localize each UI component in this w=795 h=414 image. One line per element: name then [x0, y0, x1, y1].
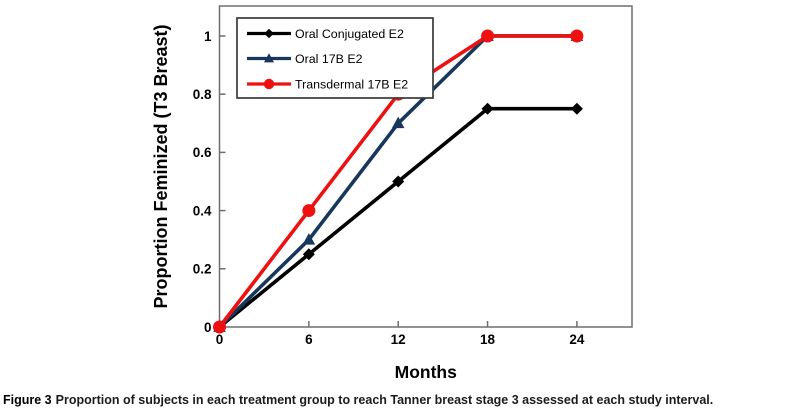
- legend: Oral Conjugated E2 Oral 17B E2 Transdermal…: [236, 17, 434, 99]
- legend-entry: Oral Conjugated E2: [247, 27, 404, 41]
- y-tick-label: 0.2: [193, 262, 212, 277]
- x-tick-label: 24: [569, 332, 585, 347]
- x-tick-label: 0: [216, 332, 224, 347]
- y-tick-label: 1: [204, 29, 212, 44]
- triangle-marker: [263, 53, 275, 63]
- legend-entry-label: Oral Conjugated E2: [295, 27, 404, 41]
- triangle-marker: [391, 116, 405, 129]
- figure-caption-label: Figure 3: [3, 393, 52, 407]
- figure-caption-text: Proportion of subjects in each treatment…: [55, 393, 714, 407]
- x-tick-label: 12: [391, 332, 406, 347]
- y-tick-label: 0.4: [193, 203, 212, 218]
- line-chart: 0 6 12 18 24 0 0.2 0.4 0.6 0.8 1 Oral Conjugated E2…: [151, 5, 633, 382]
- diamond-marker: [264, 28, 274, 39]
- diamond-marker: [570, 102, 583, 115]
- x-tick-label: 6: [305, 332, 313, 347]
- y-tick-label: 0.8: [193, 87, 212, 102]
- legend-entry-label: Oral 17B E2: [295, 52, 363, 66]
- legend-entry: Transdermal 17B E2: [247, 77, 408, 91]
- circle-marker: [263, 78, 275, 90]
- legend-entry-label: Transdermal 17B E2: [295, 77, 408, 91]
- diamond-marker: [392, 175, 405, 188]
- x-axis-title: Months: [395, 362, 457, 382]
- circle-marker: [481, 29, 495, 43]
- x-tick-label: 18: [480, 332, 496, 347]
- circle-marker: [302, 204, 316, 218]
- diamond-marker: [481, 102, 494, 115]
- diamond-marker: [302, 248, 315, 261]
- triangle-marker: [302, 233, 316, 245]
- circle-marker: [213, 320, 226, 334]
- circle-marker: [570, 29, 584, 43]
- y-tick-label: 0: [204, 320, 212, 335]
- y-tick-label: 0.6: [193, 145, 212, 160]
- legend-entry: Oral 17B E2: [247, 52, 363, 66]
- figure-caption: Figure 3 Proportion of subjects in each t…: [3, 392, 793, 408]
- y-axis-title: Proportion Feminized (T3 Breast): [151, 24, 171, 308]
